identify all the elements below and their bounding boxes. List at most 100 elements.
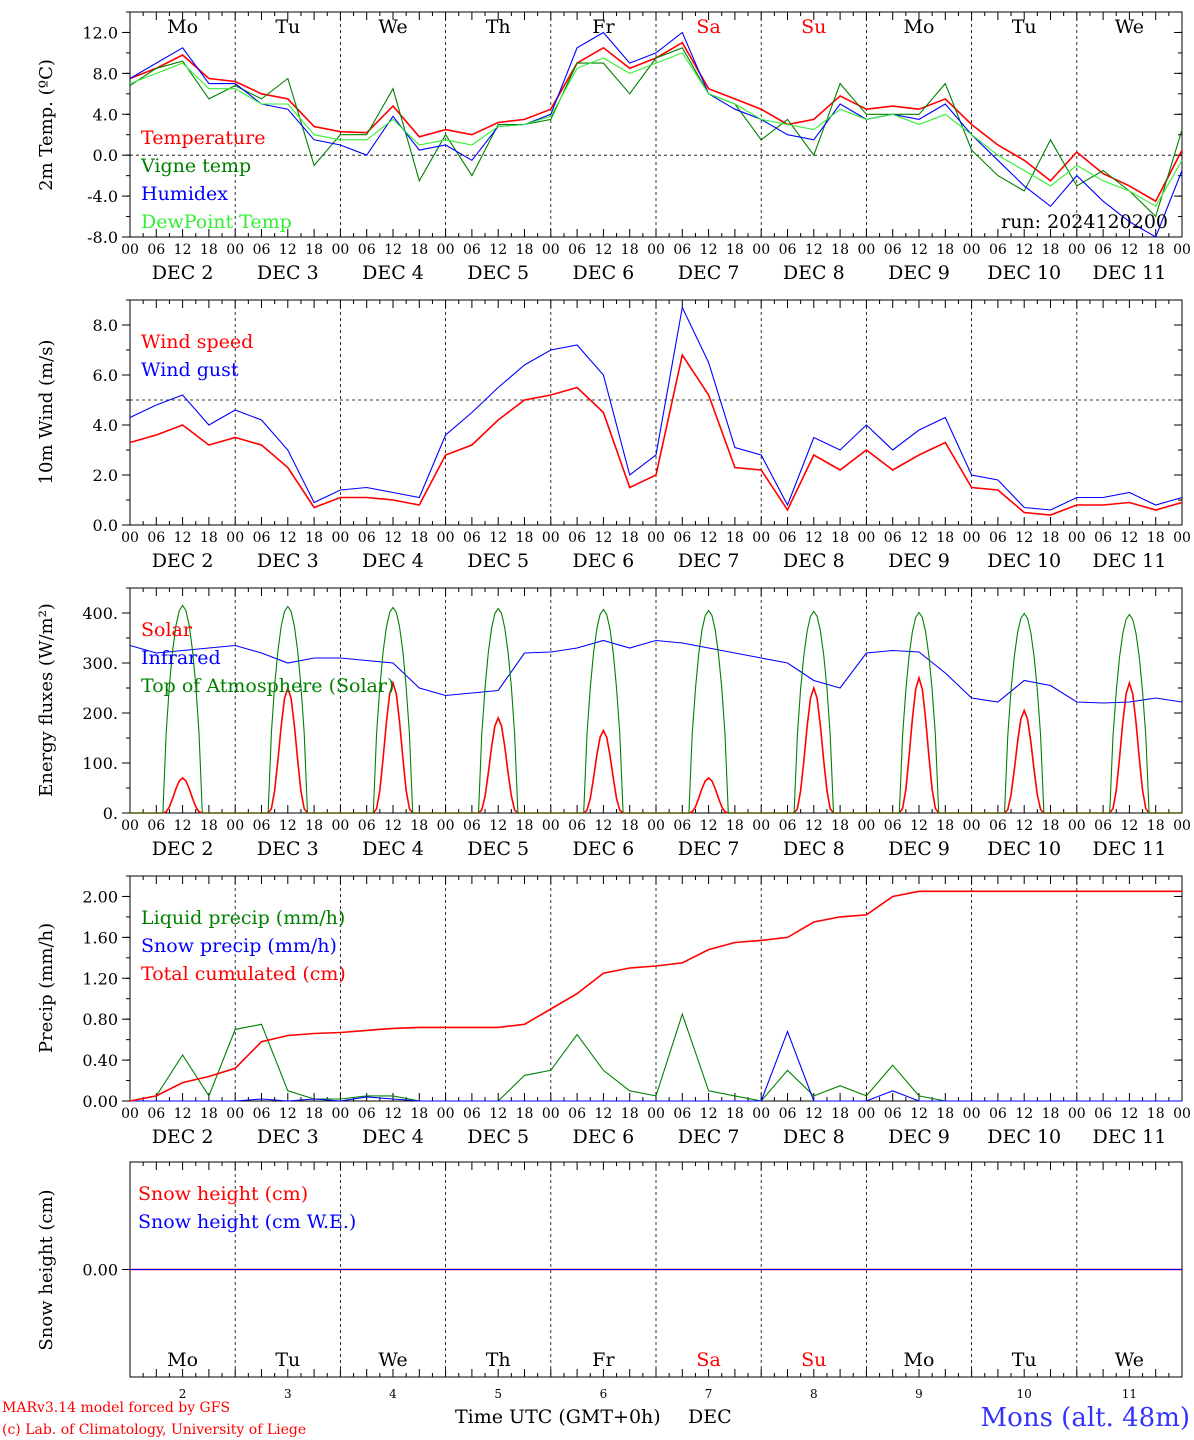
day-name: Mo xyxy=(904,1349,935,1371)
hour-label: 06 xyxy=(253,530,271,546)
hour-label: 06 xyxy=(147,1106,165,1122)
lab-credit: (c) Lab. of Climatology, University of L… xyxy=(2,1422,306,1438)
y-tick-label: 200. xyxy=(82,704,118,723)
date-label: DEC 10 xyxy=(987,262,1061,284)
hour-label: 12 xyxy=(174,530,192,546)
y-tick-label: 6.0 xyxy=(93,366,118,385)
date-label: DEC 9 xyxy=(888,262,950,284)
y-tick-label: -4.0 xyxy=(87,187,118,206)
y-tick-label: 4.0 xyxy=(93,416,118,435)
hour-label: 18 xyxy=(200,530,218,546)
hour-label: 18 xyxy=(726,530,744,546)
hour-label: 12 xyxy=(489,1106,507,1122)
y-tick-label: 0.80 xyxy=(82,1010,118,1029)
legend-entry: Wind gust xyxy=(141,359,239,381)
hour-label: 18 xyxy=(410,1106,428,1122)
date-label: DEC 11 xyxy=(1092,1126,1166,1148)
hour-label: 00 xyxy=(752,818,770,834)
hour-label: 12 xyxy=(805,242,823,258)
legend-entry: Snow height (cm) xyxy=(138,1183,308,1205)
hour-label: 00 xyxy=(121,530,139,546)
hour-label: 12 xyxy=(805,818,823,834)
hour-label: 00 xyxy=(752,1106,770,1122)
legend-entry: DewPoint Temp xyxy=(141,211,292,233)
day-name: Tu xyxy=(1012,16,1037,38)
date-label: DEC 4 xyxy=(362,262,424,284)
hour-label: 00 xyxy=(331,242,349,258)
hour-label: 00 xyxy=(121,1106,139,1122)
hour-label: 06 xyxy=(989,242,1007,258)
hour-label: 18 xyxy=(516,242,534,258)
y-tick-label: 1.60 xyxy=(82,928,118,947)
day-name: Su xyxy=(801,1349,826,1371)
hour-label: 00 xyxy=(752,242,770,258)
hour-label: 00 xyxy=(226,1106,244,1122)
date-label: DEC 7 xyxy=(678,1126,740,1148)
hour-label: 12 xyxy=(384,818,402,834)
day-name: Tu xyxy=(1012,1349,1037,1371)
hour-label: 18 xyxy=(1042,1106,1060,1122)
hour-label: 12 xyxy=(1120,530,1138,546)
series-line xyxy=(130,1029,1182,1102)
hour-label: 12 xyxy=(279,818,297,834)
hour-label: 18 xyxy=(831,818,849,834)
hour-label: 00 xyxy=(226,818,244,834)
date-label: DEC 8 xyxy=(783,262,845,284)
hour-label: 06 xyxy=(253,1106,271,1122)
hour-label: 12 xyxy=(1120,1106,1138,1122)
hour-label: 18 xyxy=(726,242,744,258)
hour-label: 06 xyxy=(1094,242,1112,258)
date-label: DEC 5 xyxy=(467,1126,529,1148)
y-tick-label: 400. xyxy=(82,604,118,623)
day-name: Sa xyxy=(696,16,720,38)
legend-entry: Snow height (cm W.E.) xyxy=(138,1211,356,1233)
hour-label: 12 xyxy=(594,530,612,546)
day-number: 11 xyxy=(1122,1387,1137,1401)
hour-label: 18 xyxy=(410,818,428,834)
hour-label: 12 xyxy=(1120,242,1138,258)
hour-label: 18 xyxy=(936,242,954,258)
date-label: DEC 8 xyxy=(783,1126,845,1148)
hour-label: 00 xyxy=(647,1106,665,1122)
hour-label: 18 xyxy=(305,818,323,834)
hour-label: 18 xyxy=(936,818,954,834)
hour-label: 06 xyxy=(147,818,165,834)
legend-entry: Wind speed xyxy=(141,331,253,353)
hour-label: 18 xyxy=(1042,818,1060,834)
legend-entry: Temperature xyxy=(141,127,265,149)
plot-frame xyxy=(129,299,1183,526)
day-name: We xyxy=(378,1349,407,1371)
hour-label: 12 xyxy=(384,242,402,258)
hour-label: 06 xyxy=(1094,818,1112,834)
hour-label: 00 xyxy=(1173,1106,1191,1122)
hour-label: 06 xyxy=(779,818,797,834)
day-name: We xyxy=(378,16,407,38)
legend-entry: Liquid precip (mm/h) xyxy=(141,907,345,929)
hour-label: 18 xyxy=(410,530,428,546)
hour-label: 12 xyxy=(1015,242,1033,258)
y-tick-label: 2.00 xyxy=(82,887,118,906)
hour-label: 00 xyxy=(121,818,139,834)
hour-label: 18 xyxy=(726,1106,744,1122)
hour-label: 06 xyxy=(358,242,376,258)
date-label: DEC 4 xyxy=(362,1126,424,1148)
hour-label: 06 xyxy=(463,242,481,258)
date-label: DEC 6 xyxy=(573,838,635,860)
date-label: DEC 3 xyxy=(257,550,319,572)
y-tick-label: 12.0 xyxy=(82,23,118,42)
date-label: DEC 2 xyxy=(152,1126,214,1148)
date-label: DEC 7 xyxy=(678,550,740,572)
date-label: DEC 10 xyxy=(987,550,1061,572)
hour-label: 18 xyxy=(200,242,218,258)
hour-label: 06 xyxy=(463,1106,481,1122)
hour-label: 12 xyxy=(910,818,928,834)
date-label: DEC 8 xyxy=(783,550,845,572)
date-label: DEC 11 xyxy=(1092,550,1166,572)
hour-label: 12 xyxy=(279,242,297,258)
hour-label: 06 xyxy=(358,530,376,546)
hour-label: 18 xyxy=(621,818,639,834)
day-name: Th xyxy=(486,1349,511,1371)
hour-label: 06 xyxy=(779,242,797,258)
hour-label: 06 xyxy=(989,1106,1007,1122)
hour-label: 12 xyxy=(910,1106,928,1122)
